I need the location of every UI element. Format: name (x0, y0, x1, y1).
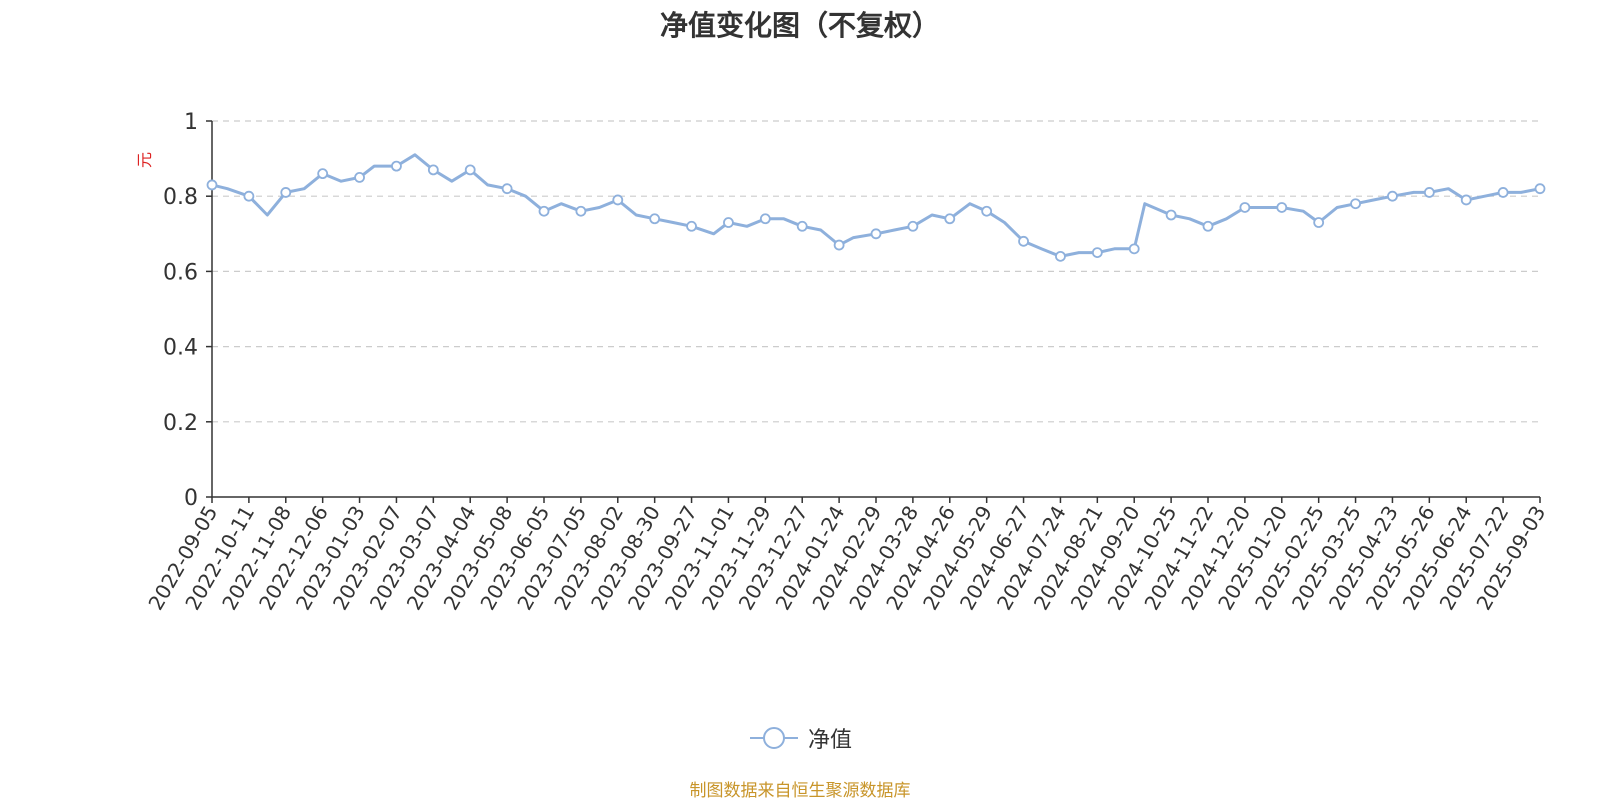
data-point[interactable] (1091, 247, 1103, 259)
data-point[interactable] (1423, 187, 1435, 198)
data-point[interactable] (686, 220, 697, 232)
data-point[interactable] (1202, 220, 1214, 232)
data-point[interactable] (796, 220, 808, 232)
axes (206, 120, 1541, 503)
data-point[interactable] (1387, 190, 1398, 202)
y-tick-label: 0.8 (163, 185, 198, 210)
legend-line-icon (749, 727, 798, 749)
data-point[interactable] (1018, 235, 1029, 247)
y-tick-label: 0.4 (163, 336, 198, 361)
data-point[interactable] (649, 213, 661, 225)
legend-item-nav[interactable]: 净值 (748, 722, 852, 754)
data-point[interactable] (944, 213, 956, 225)
data-point[interactable] (243, 190, 255, 202)
x-tick-labels: 2022-09-052022-10-112022-11-082022-12-06… (143, 502, 1550, 615)
data-point[interactable] (981, 205, 993, 217)
data-point[interactable] (1534, 183, 1546, 195)
data-point[interactable] (1313, 217, 1325, 228)
data-point[interactable] (1055, 250, 1066, 262)
data-point[interactable] (1460, 194, 1472, 206)
series-line (211, 153, 1541, 258)
data-point[interactable] (464, 164, 476, 176)
data-point[interactable] (317, 168, 329, 180)
legend-label: 净值 (807, 728, 852, 753)
data-point[interactable] (833, 239, 845, 251)
y-tick-label: 0.2 (163, 411, 198, 436)
data-point[interactable] (427, 164, 439, 176)
data-point[interactable] (280, 187, 292, 198)
data-point[interactable] (501, 183, 513, 195)
y-tick-label: 0 (184, 486, 198, 511)
series-layer (206, 153, 1546, 262)
chart-title: 净值变化图（不复权） (659, 9, 940, 42)
data-point[interactable] (1276, 202, 1288, 213)
legend[interactable]: 净值 (0, 722, 1600, 756)
data-point[interactable] (1497, 187, 1509, 198)
data-point[interactable] (1165, 209, 1177, 221)
source-note: 制图数据来自恒生聚源数据库 (689, 781, 911, 801)
data-point[interactable] (759, 213, 771, 225)
data-point[interactable] (1350, 198, 1361, 210)
data-point[interactable] (907, 220, 919, 232)
data-point[interactable] (538, 205, 550, 217)
grid-lines (212, 120, 1540, 423)
data-point[interactable] (723, 217, 734, 228)
data-point[interactable] (612, 194, 624, 206)
data-point[interactable] (206, 179, 218, 191)
y-tick-label: 0.6 (163, 260, 198, 285)
data-point[interactable] (391, 160, 402, 172)
data-point[interactable] (575, 205, 587, 217)
y-axis-label: 元 (135, 152, 154, 168)
y-tick-label: 1 (184, 110, 198, 135)
data-point[interactable] (1128, 243, 1140, 255)
y-tick-labels: 0 0.2 0.4 0.6 0.8 1 (163, 110, 198, 511)
data-point[interactable] (870, 228, 882, 240)
data-point[interactable] (1239, 202, 1251, 213)
data-point[interactable] (354, 171, 365, 183)
